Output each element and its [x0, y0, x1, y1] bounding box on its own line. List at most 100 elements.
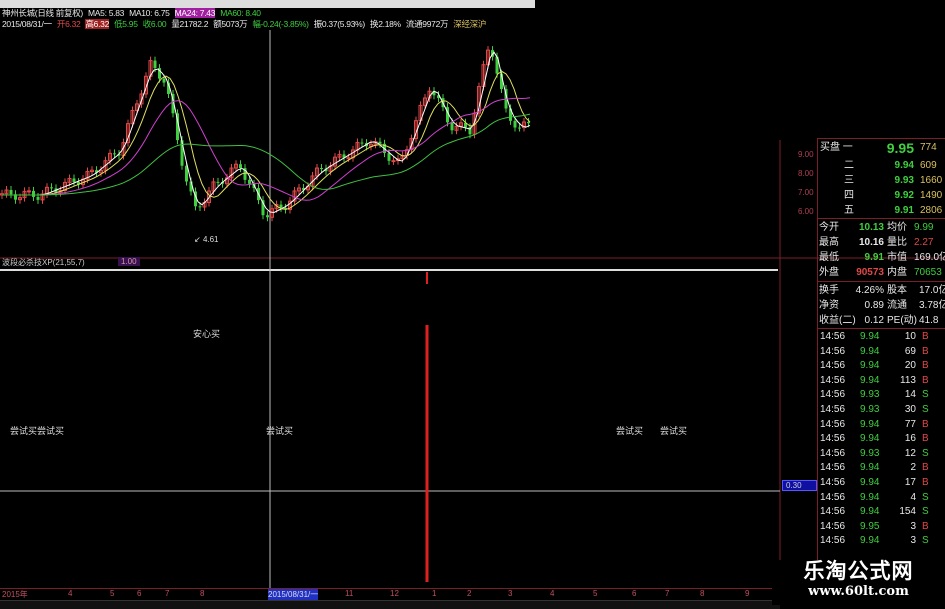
bid-price: 9.93: [894, 175, 914, 186]
tick-side: B: [922, 345, 929, 357]
tick-time: 14:56: [820, 331, 846, 342]
tick-time: 14:56: [820, 418, 846, 430]
bar-amount: 额5073万: [213, 19, 248, 29]
candle: [378, 141, 382, 144]
bid-volume: 1490: [920, 190, 943, 201]
tick-volume: 17: [904, 477, 916, 488]
ma10-line: [2, 70, 531, 210]
price-tick: 8.00: [798, 169, 814, 178]
candle: [171, 93, 175, 114]
ma5-label: MA5: 5.83: [88, 8, 125, 18]
price-tick: 6.00: [798, 207, 814, 216]
tick-volume: 30: [904, 404, 916, 415]
date-tick: 5: [593, 589, 598, 598]
fund-row: 收益(二) 0.12 PE(动) 41.8: [818, 314, 945, 328]
tick-volume: 16: [904, 433, 916, 445]
stat-key: 量比: [887, 237, 907, 248]
ma24-label: MA24: 7.43: [174, 8, 216, 18]
date-tick: 2015年: [2, 590, 28, 599]
tick-row: 14:56 9.94 3 S: [818, 534, 945, 548]
watermark-name: 乐淘公式网: [803, 560, 914, 583]
fund-key: 净资: [819, 300, 839, 311]
bid-label: 三: [844, 175, 854, 186]
candle: [198, 206, 202, 208]
tick-row: 14:56 9.94 69 B: [818, 345, 945, 359]
bid-row: 二 9.94 609: [818, 159, 945, 173]
stat-key: 今开: [819, 222, 839, 233]
candle: [297, 187, 301, 192]
tick-volume: 69: [904, 345, 916, 357]
stat-value: 2.27: [914, 237, 934, 248]
tick-price: 9.94: [860, 345, 880, 357]
price-tick: 7.00: [798, 188, 814, 197]
candle: [387, 153, 391, 161]
fund-value: 0.89: [864, 300, 884, 311]
tick-price: 9.94: [860, 491, 880, 503]
watermark-url: www.60lt.com: [808, 584, 909, 599]
tick-side: B: [922, 418, 929, 430]
candle: [396, 158, 400, 162]
tick-volume: 20: [904, 360, 916, 372]
tick-volume: 12: [904, 447, 916, 459]
candle: [234, 163, 238, 169]
tab-bar[interactable]: [0, 600, 780, 609]
ma10-label: MA10: 6.75: [129, 8, 170, 18]
tick-row: 14:56 9.94 2 B: [818, 461, 945, 475]
stat-value: 70653: [914, 267, 942, 278]
tick-volume: 14: [904, 389, 916, 401]
bar-volume: 量21782.2: [171, 19, 209, 29]
tick-price: 9.95: [860, 520, 880, 532]
tick-time: 14:56: [820, 506, 846, 518]
indicator-value: 1.00: [118, 257, 140, 266]
tick-row: 14:56 9.94 77 B: [818, 418, 945, 432]
tick-price: 9.94: [860, 477, 880, 488]
date-axis: 2015年 4 5 6 7 8 2015/08/31/一 11 12 1 2 3 4 5 6 7 8 9: [0, 588, 780, 600]
candle: [27, 190, 31, 193]
ma60-label: MA60: 8.40: [220, 8, 261, 18]
candle: [176, 113, 179, 141]
candle: [77, 182, 80, 185]
fund-key: 流通: [887, 300, 907, 311]
ma60-line: [2, 113, 531, 196]
bid-volume: 609: [920, 160, 937, 171]
candle: [409, 138, 414, 151]
signal-label: 尝试买: [616, 426, 644, 436]
tick-row: 14:56 9.94 4 S: [818, 491, 945, 505]
candle: [108, 152, 112, 162]
stat-value: 10.13: [858, 222, 884, 233]
candle: [454, 125, 459, 131]
date-tick: 7: [165, 589, 170, 598]
candle: [261, 200, 265, 216]
fund-value: 4.26%: [855, 285, 884, 296]
fund-key: PE(动): [887, 315, 917, 326]
low-marker-value: 4.61: [202, 235, 219, 244]
bid-row: 买盘 一 9.95 774: [818, 141, 945, 155]
tick-row: 14:56 9.94 20 B: [818, 359, 945, 373]
quote-panel: 买盘 一 9.95 774 二 9.94 609 三 9.93 1660 四 9.92 1490 五 9.…: [817, 138, 945, 585]
stat-row: 外盘 90573 内盘 70653: [818, 266, 945, 280]
candle: [189, 181, 193, 192]
candle: [270, 208, 274, 218]
tick-volume: 113: [900, 374, 916, 386]
candle: [491, 50, 494, 57]
candle: [509, 108, 512, 121]
candle: [450, 122, 454, 131]
tick-row: 14:56 9.94 10 B: [818, 330, 945, 344]
stat-row: 今开 10.13 均价 9.99: [818, 221, 945, 235]
candle: [284, 207, 287, 210]
date-tick: 3: [508, 589, 513, 598]
tick-row: 14:56 9.94 17 B: [818, 476, 945, 490]
candle: [95, 170, 98, 173]
candle: [243, 168, 247, 180]
candle: [90, 169, 94, 173]
tick-side: S: [922, 389, 929, 401]
candle: [500, 73, 503, 90]
date-tick: 6: [632, 589, 637, 598]
tick-side: B: [922, 360, 929, 372]
candle: [333, 156, 337, 167]
indicator-title[interactable]: 波段必杀技XP(21,55,7): [2, 258, 85, 267]
low-marker: ↙ 4.61: [194, 235, 219, 244]
bid-volume: 1660: [920, 175, 943, 186]
date-tick: 2015/08/31/一: [268, 589, 319, 600]
